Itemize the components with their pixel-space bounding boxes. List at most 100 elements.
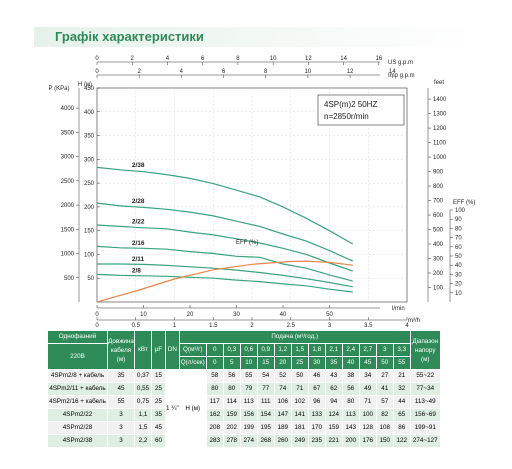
- p-kpa-tick-label: 500: [64, 276, 75, 282]
- th-flow: Подача (м³/год.): [178, 330, 411, 344]
- cell-h-value: 114: [222, 395, 241, 409]
- cell-h-value: 181: [290, 421, 309, 435]
- series-label: 2/8: [132, 267, 141, 274]
- cell-h-value: 113: [239, 395, 258, 409]
- labels-layer: 2/38 2/28 2/22 2/16 2/11 2/8: [132, 162, 145, 275]
- p-kpa-tick-label: 2500: [61, 179, 75, 185]
- th-q-m3h-value: 0,3: [222, 343, 241, 357]
- cell-h-value: 199: [239, 421, 258, 435]
- imp-gpm-tick-label: 4: [180, 69, 184, 75]
- legend-line-2: n=2850r/min: [324, 112, 369, 121]
- table-row: 4SPm2/11 + кабель 45 0,55 25 80 80 79 77 74 71 67 6…: [47, 382, 441, 396]
- cell-h-value: 41: [375, 382, 394, 396]
- table-row: 4SPm2/8 + кабель 35 0,37 15 1 ¼" H (м) 58 56 55 5…: [47, 369, 441, 448]
- cell-h-value: 21: [392, 369, 411, 383]
- cell-h-value: 57: [375, 395, 394, 409]
- l-min-tick-label: 0: [95, 312, 99, 318]
- p-kpa-label: P (KPa): [49, 86, 70, 92]
- cell-h-value: 56: [341, 382, 360, 396]
- feet-tick-label: 300: [433, 257, 444, 263]
- us-gpm-tick-label: 16: [375, 56, 382, 62]
- cell-h-value: 208: [205, 421, 224, 435]
- h-tick-label: 150: [84, 229, 95, 235]
- eff-tick-label: 20: [455, 282, 462, 288]
- th-q-m3h-value: 1,5: [290, 343, 309, 357]
- us-gpm-tick-label: 2: [131, 56, 135, 62]
- m3h-tick-label: 0: [95, 323, 99, 328]
- th-voltage: 220В: [47, 343, 108, 370]
- th-single-phase: Однофазний: [47, 330, 108, 344]
- l-min-tick-label: 20: [187, 312, 194, 318]
- eff-curve-label: EFF (%): [236, 240, 258, 246]
- us-gpm-tick-label: 10: [270, 56, 277, 62]
- h-tick-label: 450: [84, 86, 95, 92]
- feet-tick-label: 400: [433, 242, 444, 248]
- imp-gpm-tick-label: 2: [138, 69, 142, 75]
- cell-h-value: 268: [256, 434, 275, 448]
- cell-h-value: 150: [375, 434, 394, 448]
- cell-h-value: 58: [205, 369, 224, 383]
- cell-h-value: 249: [290, 434, 309, 448]
- m3h-tick-label: 1: [173, 323, 177, 328]
- eff-tick-label: 100: [455, 208, 466, 214]
- feet-tick-label: 800: [433, 184, 444, 190]
- cell-dn: 1 ¼": [165, 369, 180, 448]
- cell-h-value: 54: [256, 369, 275, 383]
- cell-h-value: 38: [341, 369, 360, 383]
- us-gpm-tick-label: 12: [305, 56, 312, 62]
- cell-h-value: 108: [375, 421, 394, 435]
- feet-tick-label: 1300: [433, 112, 447, 118]
- th-q-m3h-value: 1,8: [307, 343, 326, 357]
- series-label: 2/28: [132, 198, 145, 205]
- cell-h-value: 159: [222, 408, 241, 422]
- p-kpa-tick-label: 3000: [61, 155, 75, 161]
- cell-h-value: 96: [307, 395, 326, 409]
- th-q-m3h-value: 0,6: [239, 343, 258, 357]
- table-row: 4SPm2/22 3 1,1 35 162 159 156 154 147 141 133 124 11…: [47, 408, 441, 422]
- th-q-ls-value: 30: [307, 356, 326, 370]
- cell-h-value: 189: [273, 421, 292, 435]
- cell-cable: 3: [107, 421, 135, 435]
- cell-uf: 35: [151, 408, 166, 422]
- cell-range: 274~127: [409, 434, 441, 448]
- cell-h-value: 67: [307, 382, 326, 396]
- series-label: 2/16: [132, 240, 145, 247]
- cell-range: 77~34: [409, 382, 441, 396]
- cell-h-value: 62: [324, 382, 343, 396]
- spec-table: Однофазний Довжина кабеля (м) кВт µF DN …: [47, 330, 441, 448]
- eff-axis-label: EFF (%): [453, 200, 475, 206]
- h-tick-label: 100: [84, 252, 95, 258]
- th-uf: µF: [151, 330, 166, 370]
- feet-tick-label: 500: [433, 228, 444, 234]
- flow-m3h-row: 220В Q(м³/г) 0 0,3 0,6 0,9 1,2 1,5 1,8 2,1 2,4 2,…: [47, 343, 441, 370]
- th-q-ls-value: 50: [375, 356, 394, 370]
- cell-h-value: 80: [222, 382, 241, 396]
- feet-tick-label: 200: [433, 271, 444, 277]
- cell-h-value: 100: [358, 408, 377, 422]
- cell-model: 4SPm2/38: [47, 434, 108, 448]
- us-gpm-tick-label: 4: [166, 56, 170, 62]
- cell-model: 4SPm2/11 + кабель: [47, 382, 108, 396]
- eff-tick-label: 30: [455, 272, 462, 278]
- cell-h-value: 124: [324, 408, 343, 422]
- cell-cable: 35: [107, 369, 135, 383]
- series-line-2-22: [97, 224, 353, 272]
- series-layer: [97, 166, 354, 302]
- l-min-label: l/min: [392, 306, 405, 312]
- th-q-ls: Q(л/сек): [178, 356, 207, 370]
- imp-gpm-tick-label: 6: [222, 69, 226, 75]
- eff-tick-label: 50: [455, 254, 462, 260]
- cell-h-value: 77: [256, 382, 275, 396]
- eff-tick-label: 80: [455, 226, 462, 232]
- th-q-m3h-value: 0: [205, 343, 224, 357]
- cell-h-value: 133: [307, 408, 326, 422]
- m3h-tick-label: 2.5: [287, 323, 296, 328]
- series-label: 2/11: [132, 256, 145, 263]
- h-tick-label: 400: [84, 110, 95, 116]
- m3h-tick-label: 0.5: [132, 323, 141, 328]
- cell-h-value: 27: [375, 369, 394, 383]
- cell-kw: 2,2: [134, 434, 152, 448]
- h-tick-label: 350: [84, 134, 95, 140]
- p-kpa-tick-label: 2000: [61, 203, 75, 209]
